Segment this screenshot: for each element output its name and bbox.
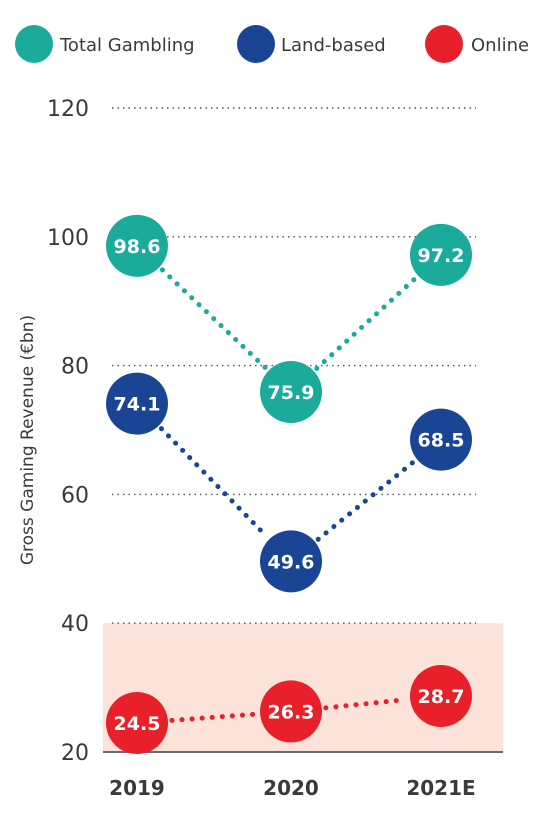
x-tick-label: 2019 [109,776,165,800]
data-label: 75.9 [268,382,315,404]
series-online: 24.5 26.3 28.7 [106,664,472,755]
data-point [410,223,472,286]
series-line-segment [314,275,418,371]
legend-label: Land-based [281,35,386,56]
data-label: 97.2 [418,245,465,267]
series-line-segment [169,711,259,723]
data-point [106,214,168,277]
series-group: 98.6 75.9 97.2 74.1 49.6 68.5 24.5 26.3 28.7 [106,214,472,755]
gridlines [103,107,503,753]
y-tick-label: 80 [61,355,89,380]
data-label: 49.6 [268,551,315,573]
y-axis-label: Gross Gaming Revenue (€bn) [18,315,38,565]
y-tick-label: 20 [61,741,89,766]
series-line-segment [158,426,270,539]
y-tick-label: 100 [47,226,89,251]
data-label: 24.5 [114,713,161,735]
series-line-segment [323,697,409,711]
data-point [260,680,322,743]
data-point [410,664,472,727]
legend-label: Total Gambling [59,35,195,56]
data-point [106,372,168,435]
legend-swatch [15,25,53,63]
legend: Total Gambling Land-based Online [15,25,529,63]
legend-swatch [425,25,463,63]
data-point [106,692,168,755]
y-tick-labels: 20 40 60 80 100 120 [47,97,89,766]
x-tick-labels: 2019 2020 2021E [109,776,476,800]
x-tick-label: 2020 [263,776,319,800]
data-label: 68.5 [418,430,465,452]
series-line-segment [315,459,417,542]
legend-item: Online [425,25,529,63]
legend-item: Land-based [237,25,386,63]
series-line-segment [159,267,269,371]
data-label: 74.1 [114,394,161,416]
data-point [260,530,322,593]
data-label: 28.7 [418,686,465,708]
legend-item: Total Gambling [15,25,195,63]
legend-swatch [237,25,275,63]
series-land-based: 74.1 49.6 68.5 [106,372,472,593]
series-total-gambling: 98.6 75.9 97.2 [106,214,472,424]
data-point [410,408,472,471]
y-tick-label: 60 [61,483,89,508]
x-tick-label: 2021E [406,776,475,800]
y-tick-label: 40 [61,612,89,637]
data-label: 98.6 [114,236,161,258]
data-point [260,361,322,424]
legend-label: Online [471,35,529,56]
y-tick-label: 120 [47,97,89,122]
data-label: 26.3 [268,701,315,723]
